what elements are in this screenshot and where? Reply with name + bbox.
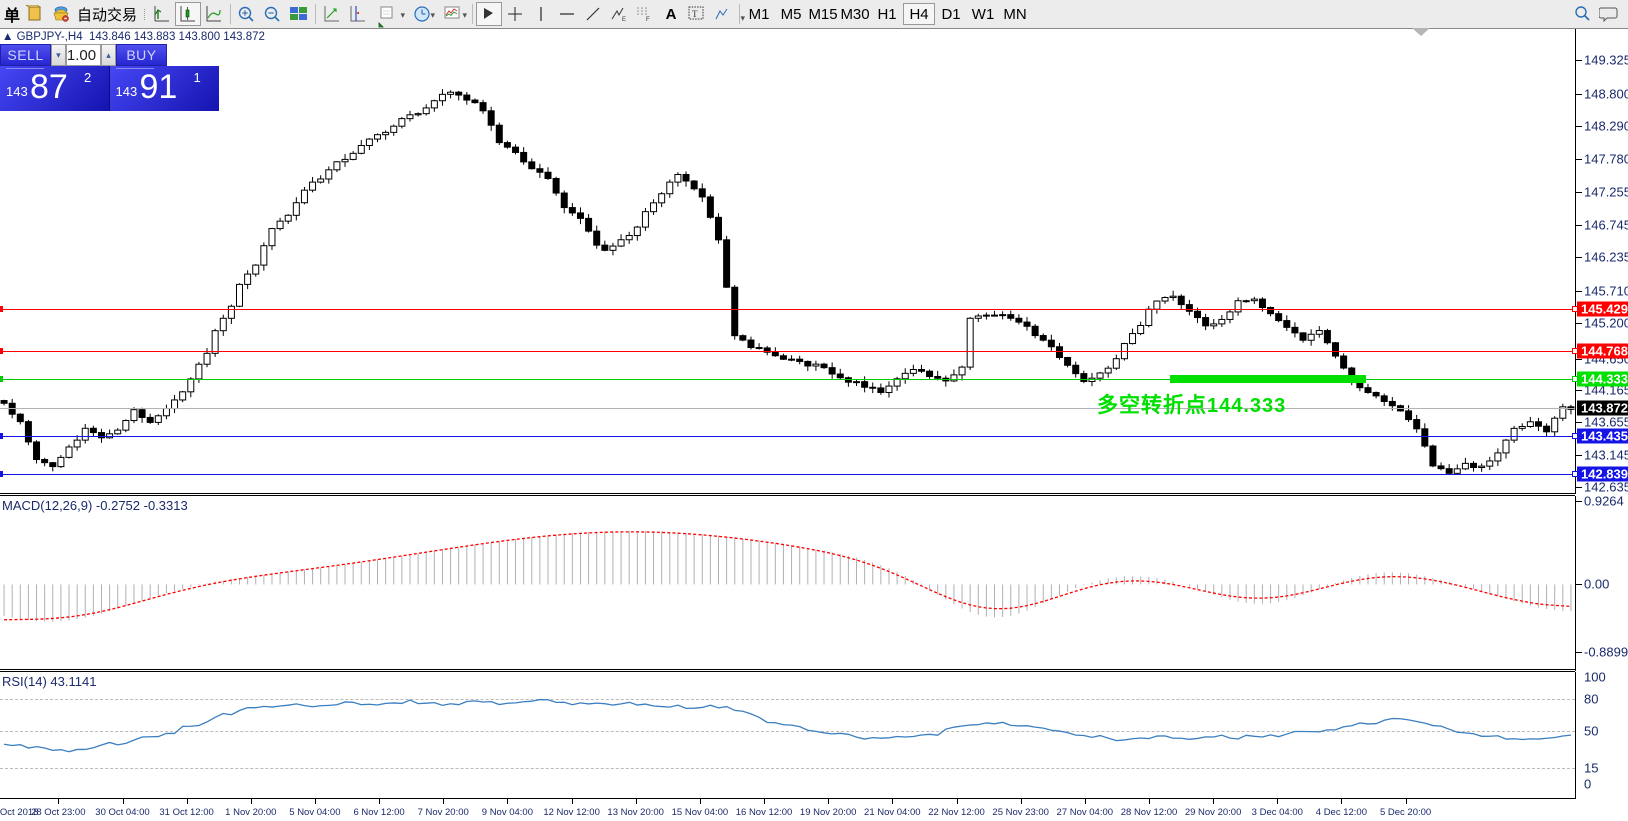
svg-text:T: T (692, 9, 698, 19)
svg-text:E: E (622, 17, 626, 23)
svg-text:F: F (646, 17, 650, 23)
